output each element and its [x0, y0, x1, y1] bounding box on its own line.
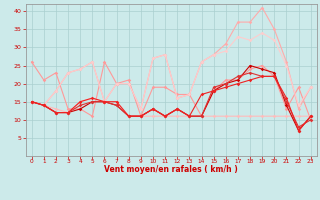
X-axis label: Vent moyen/en rafales ( km/h ): Vent moyen/en rafales ( km/h ) — [104, 165, 238, 174]
